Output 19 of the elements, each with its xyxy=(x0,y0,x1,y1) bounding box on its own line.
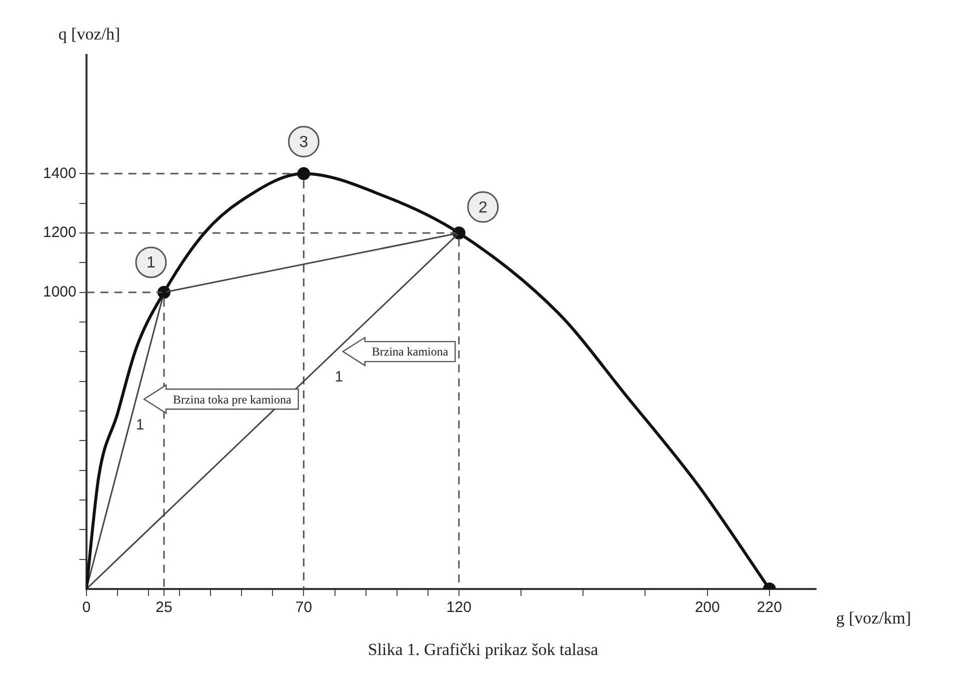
annotation: 3 xyxy=(299,134,308,152)
annotation: Brzina toka pre kamiona xyxy=(173,392,292,406)
x-axis-title: g [voz/km] xyxy=(836,608,912,628)
x-tick-label: 25 xyxy=(156,599,172,616)
y-tick-label: 1400 xyxy=(42,164,76,182)
y-tick-label: 1200 xyxy=(42,224,76,242)
x-tick-label: 220 xyxy=(756,599,782,616)
text: Slika 1. Grafički prikaz šok talasa xyxy=(366,640,600,660)
x-tick-label: 120 xyxy=(446,599,472,616)
y-axis-title: q [voz/h] xyxy=(58,24,120,44)
annotation: 1 xyxy=(146,254,156,272)
annotation: 1 xyxy=(334,368,344,386)
annotation: 2 xyxy=(478,199,488,216)
y-tick-label: 1000 xyxy=(42,283,76,300)
annotation: 1 xyxy=(136,416,144,434)
x-tick-label: 0 xyxy=(82,599,91,616)
x-tick-label: 200 xyxy=(694,599,720,616)
annotation: Brzina kamiona xyxy=(372,344,449,359)
x-tick-label: 70 xyxy=(295,599,312,616)
